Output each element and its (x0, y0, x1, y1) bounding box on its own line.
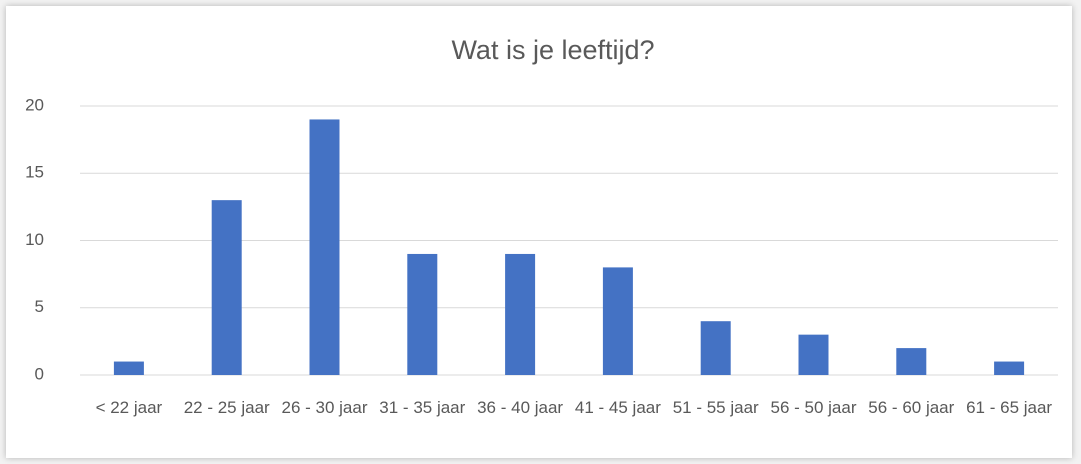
bar (113, 361, 144, 375)
x-tick-label: 51 - 55 jaar (672, 398, 759, 417)
bar (211, 200, 242, 375)
x-tick-label: 56 - 50 jaar (770, 398, 857, 417)
bar (700, 321, 731, 375)
x-tick-label: 26 - 30 jaar (281, 398, 368, 417)
bar (602, 267, 633, 375)
x-tick-label: 36 - 40 jaar (477, 398, 564, 417)
x-tick-label: 31 - 35 jaar (379, 398, 466, 417)
y-tick-label: 20 (25, 95, 44, 114)
bar (798, 334, 829, 375)
bar (407, 253, 438, 375)
bar (896, 348, 927, 375)
chart-card (6, 6, 1072, 458)
y-tick-label: 5 (35, 297, 44, 316)
y-tick-label: 0 (35, 364, 44, 383)
y-tick-label: 15 (25, 163, 44, 182)
x-tick-label: 56 - 60 jaar (868, 398, 955, 417)
y-tick-label: 10 (25, 230, 44, 249)
bar (505, 253, 536, 375)
bar (994, 361, 1025, 375)
x-tick-label: 41 - 45 jaar (574, 398, 661, 417)
x-tick-label: 61 - 65 jaar (966, 398, 1053, 417)
bar (309, 119, 340, 375)
x-tick-label: 22 - 25 jaar (183, 398, 270, 417)
x-tick-label: < 22 jaar (95, 398, 163, 417)
chart-title: Wat is je leeftijd? (451, 35, 654, 65)
